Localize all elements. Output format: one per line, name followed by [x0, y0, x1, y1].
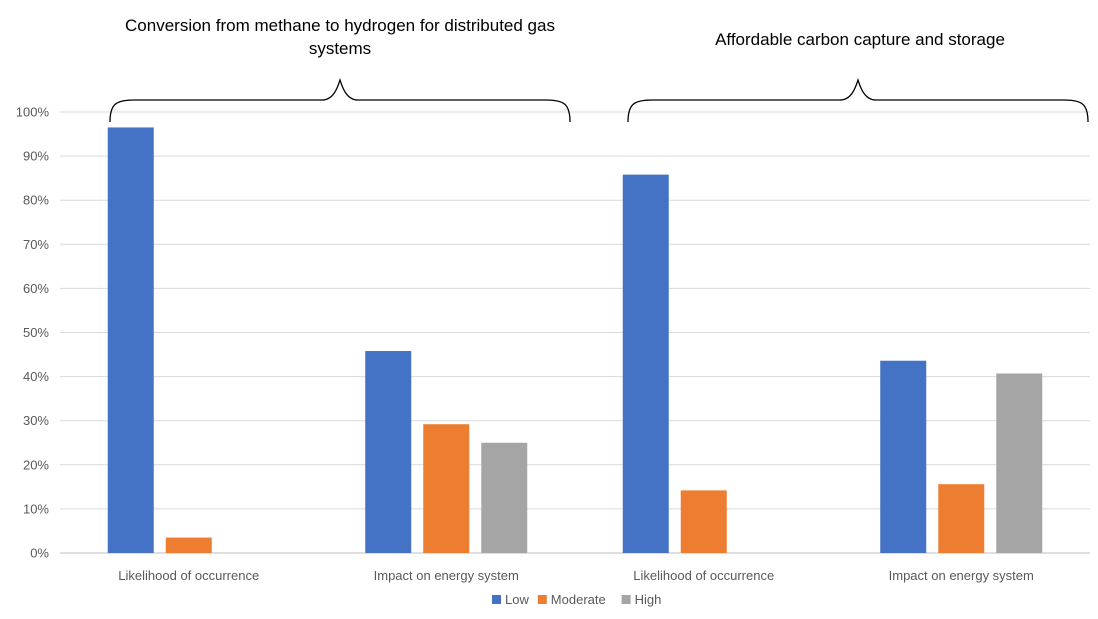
- y-tick-label: 20%: [23, 457, 49, 472]
- y-tick-label: 100%: [16, 105, 50, 120]
- y-tick-label: 30%: [23, 413, 49, 428]
- bar-low-0: [107, 127, 154, 553]
- bar-moderate-0: [165, 537, 212, 553]
- y-tick-label: 70%: [23, 237, 49, 252]
- bar-moderate-3: [938, 484, 985, 553]
- bar-high-3: [996, 373, 1043, 553]
- x-tick-label: Impact on energy system: [889, 568, 1034, 583]
- y-tick-label: 0%: [30, 546, 49, 561]
- bar-moderate-1: [423, 424, 470, 553]
- x-tick-label: Likelihood of occurrence: [118, 568, 259, 583]
- bar-moderate-2: [680, 490, 727, 553]
- bar-low-3: [880, 360, 927, 553]
- legend-label-low: Low: [505, 592, 529, 607]
- group-title-carbon-capture: Affordable carbon capture and storage: [715, 30, 1005, 49]
- legend-swatch-low: [492, 595, 501, 604]
- y-tick-label: 50%: [23, 325, 49, 340]
- legend-label-moderate: Moderate: [551, 592, 606, 607]
- y-tick-label: 80%: [23, 193, 49, 208]
- y-tick-label: 90%: [23, 149, 49, 164]
- legend-swatch-moderate: [537, 595, 547, 604]
- legend-swatch-high: [621, 595, 631, 604]
- bar-low-2: [622, 174, 669, 553]
- y-tick-label: 40%: [23, 369, 49, 384]
- x-tick-label: Likelihood of occurrence: [633, 568, 774, 583]
- bar-low-1: [365, 351, 412, 553]
- x-tick-label: Impact on energy system: [374, 568, 519, 583]
- y-tick-label: 60%: [23, 281, 49, 296]
- y-tick-label: 10%: [23, 501, 49, 516]
- bar-high-1: [481, 442, 528, 553]
- group-brace-carbon-capture: [627, 77, 1089, 123]
- legend-label-high: High: [635, 592, 662, 607]
- group-title-methane-hydrogen: Conversion from methane to hydrogen for …: [125, 16, 555, 58]
- group-brace-methane-hydrogen: [109, 77, 571, 123]
